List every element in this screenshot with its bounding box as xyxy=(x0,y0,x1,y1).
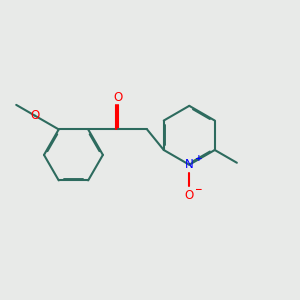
Text: O: O xyxy=(113,91,122,103)
Text: O: O xyxy=(30,109,40,122)
Text: O: O xyxy=(184,189,194,202)
Text: +: + xyxy=(195,154,203,163)
Text: N: N xyxy=(185,158,194,171)
Text: −: − xyxy=(194,185,202,194)
